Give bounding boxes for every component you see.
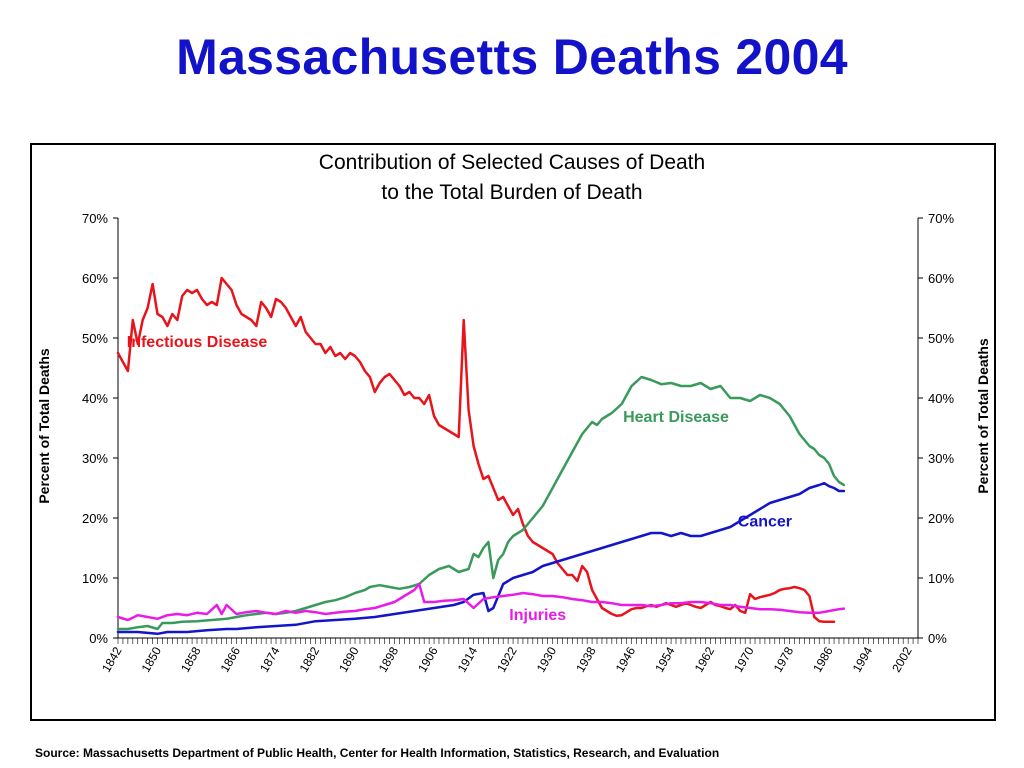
y-tick-label-right: 70%: [928, 211, 954, 226]
series-label-injuries: Injuries: [509, 607, 566, 624]
x-tick-label: 1922: [494, 644, 520, 674]
x-tick-label: 1850: [139, 644, 165, 674]
x-tick-label: 1962: [692, 644, 718, 674]
x-tick-label: 1978: [771, 644, 797, 674]
x-tick-label: 1874: [257, 644, 283, 674]
x-tick-label: 1866: [218, 644, 244, 674]
source-note: Source: Massachusetts Department of Publ…: [35, 746, 720, 760]
y-tick-label-left: 0%: [89, 631, 108, 646]
series-line-heart-disease: [116, 375, 846, 631]
series-labels: Infectious Disease Heart Disease Cancer Inj…: [127, 334, 792, 624]
y-axis-label-right: Percent of Total Deaths: [975, 338, 991, 494]
y-tick-label-left: 30%: [82, 451, 108, 466]
y-axis-label-left: Percent of Total Deaths: [36, 348, 52, 504]
x-tick-label: 1946: [613, 644, 639, 674]
x-tick-label: 1858: [178, 644, 204, 674]
x-tick-label: 1842: [99, 644, 125, 674]
series-label-cancer: Cancer: [738, 513, 792, 530]
series-label-infectious-disease: Infectious Disease: [127, 334, 268, 351]
y-tick-label-right: 40%: [928, 391, 954, 406]
y-tick-label-right: 60%: [928, 271, 954, 286]
y-tick-label-right: 20%: [928, 511, 954, 526]
chart-subtitle: to the Total Burden of Death: [381, 181, 642, 204]
slide-title: Massachusetts Deaths 2004: [176, 29, 848, 85]
y-tick-label-right: 10%: [928, 571, 954, 586]
x-tick-label: 1938: [573, 644, 599, 674]
chart-title: Contribution of Selected Causes of Death: [319, 151, 705, 174]
series-lines: [116, 276, 846, 636]
x-tick-label: 1906: [415, 644, 441, 674]
y-tick-label-left: 20%: [82, 511, 108, 526]
series-line-cancer: [116, 481, 846, 636]
y-tick-label-right: 30%: [928, 451, 954, 466]
x-tick-label: 1882: [297, 644, 323, 674]
y-tick-label-right: 0%: [928, 631, 947, 646]
x-tick-label: 1898: [376, 644, 402, 674]
x-tick-label: 1994: [850, 644, 876, 674]
axes: 0% 0% 10% 10% 20% 20% 30% 30% 40% 40% 50% 50% 60% 60%…: [82, 211, 954, 675]
x-tick-label: 1890: [336, 644, 362, 674]
x-tick-label: 1986: [810, 644, 836, 674]
series-line-injuries: [116, 582, 846, 622]
y-tick-label-left: 50%: [82, 331, 108, 346]
series-line-infectious-disease: [116, 276, 836, 624]
y-tick-label-left: 10%: [82, 571, 108, 586]
x-tick-label: 1914: [455, 644, 481, 674]
series-label-heart-disease: Heart Disease: [623, 409, 729, 426]
x-tick-label: 1930: [534, 644, 560, 674]
y-tick-label-right: 50%: [928, 331, 954, 346]
x-tick-label: 1954: [652, 644, 678, 674]
x-tick-label: 2002: [889, 644, 915, 674]
line-chart: Contribution of Selected Causes of Death…: [36, 151, 991, 675]
y-tick-label-left: 40%: [82, 391, 108, 406]
x-tick-label: 1970: [731, 644, 757, 674]
y-tick-label-left: 60%: [82, 271, 108, 286]
chart-frame: Contribution of Selected Causes of Death…: [30, 143, 996, 721]
y-tick-label-left: 70%: [82, 211, 108, 226]
